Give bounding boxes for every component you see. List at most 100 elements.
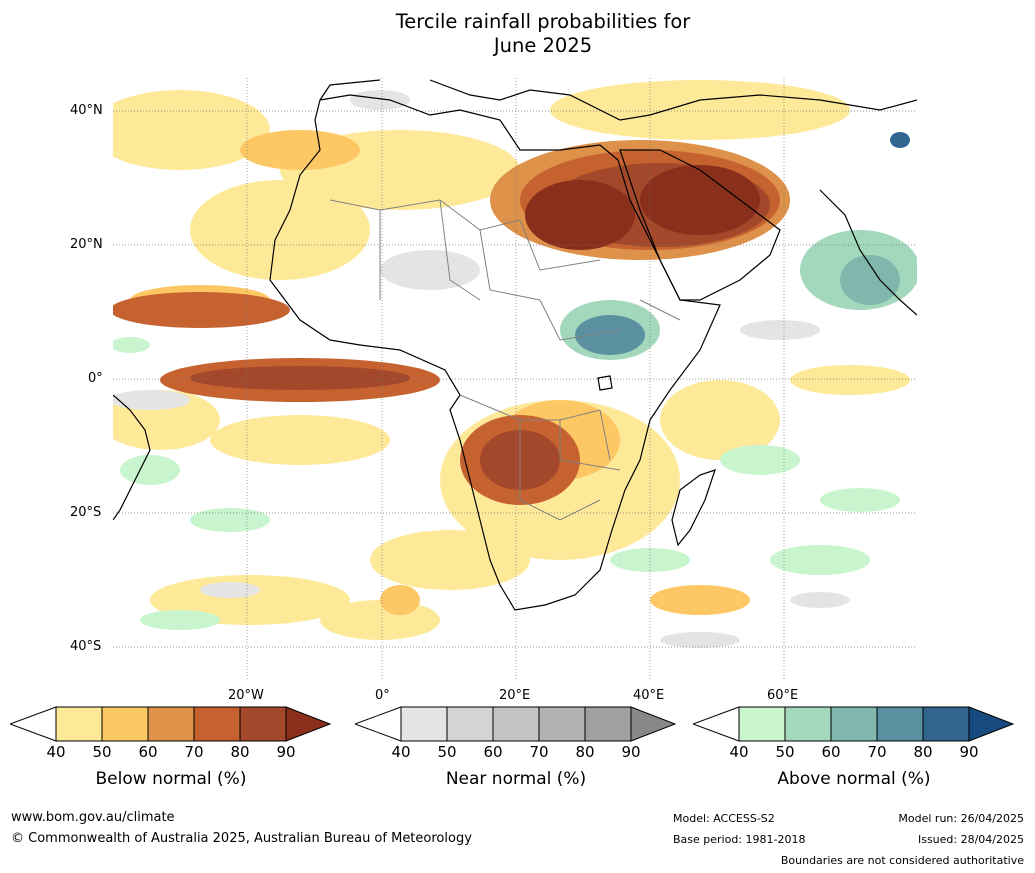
footer-url: www.bom.gov.au/climate	[11, 810, 175, 825]
lat-label-20n: 20°N	[70, 237, 103, 252]
near-colorbar-swatch	[446, 706, 494, 742]
colorbar-below-title: Below normal (%)	[95, 769, 247, 789]
below-80-area	[190, 366, 410, 390]
colorbar-above-ticks: 40 50 60 70 80 90	[693, 744, 1015, 764]
near-colorbar-high-extend	[630, 706, 677, 742]
above-40-area	[610, 548, 690, 572]
below-colorbar-swatch	[101, 706, 149, 742]
colorbar-above	[693, 705, 1015, 743]
footer-boundaries: Boundaries are not considered authoritat…	[780, 854, 1024, 867]
tick-label: 60	[138, 743, 158, 761]
lat-label-40s: 40°S	[70, 639, 102, 654]
above-40-area	[140, 610, 220, 630]
colorbar-below	[10, 705, 332, 743]
near-colorbar-swatch	[492, 706, 540, 742]
footer-copyright: © Commonwealth of Australia 2025, Austra…	[11, 831, 472, 846]
below-50-area	[240, 130, 360, 170]
below-colorbar-swatch	[193, 706, 241, 742]
africa-coastline	[269, 94, 721, 611]
above-colorbar-swatch	[738, 706, 786, 742]
below-colorbar-low-extend	[10, 706, 57, 742]
tick-label: 90	[621, 743, 641, 761]
tick-label: 70	[867, 743, 887, 761]
below-colorbar-swatch	[147, 706, 195, 742]
above-40-area	[120, 455, 180, 485]
tick-label: 40	[729, 743, 749, 761]
tick-label: 50	[775, 743, 795, 761]
tick-label: 50	[437, 743, 457, 761]
above-40-area	[820, 488, 900, 512]
tick-label: 60	[821, 743, 841, 761]
above-colorbar-swatch	[830, 706, 878, 742]
tick-label: 70	[184, 743, 204, 761]
south-america-coastline	[113, 394, 151, 521]
below-50-area	[380, 585, 420, 615]
madagascar-coastline	[671, 469, 716, 547]
lon-label-20w: 20°W	[228, 688, 264, 703]
colorbar-near-ticks: 40 50 60 70 80 90	[355, 744, 677, 764]
below-colorbar-high-extend	[285, 706, 332, 742]
india-coastline	[819, 189, 917, 316]
above-40-area	[190, 508, 270, 532]
below-90-area	[640, 165, 760, 235]
near-colorbar-low-extend	[355, 706, 402, 742]
lake-victoria	[597, 375, 613, 391]
lat-label-40n: 40°N	[70, 103, 103, 118]
probability-shading	[113, 80, 917, 648]
above-70-area	[575, 315, 645, 355]
tick-label: 40	[391, 743, 411, 761]
colorbar-near-title: Near normal (%)	[445, 769, 587, 789]
above-colorbar-swatch	[876, 706, 924, 742]
map-title: Tercile rainfall probabilities for June …	[0, 10, 1035, 58]
tick-label: 80	[230, 743, 250, 761]
tick-label: 60	[483, 743, 503, 761]
above-colorbar-swatch	[784, 706, 832, 742]
lon-label-40e: 40°E	[633, 688, 665, 703]
below-colorbar-swatch	[239, 706, 287, 742]
near-40-area	[740, 320, 820, 340]
below-colorbar-swatch	[55, 706, 103, 742]
footer-model: Model: ACCESS-S2	[673, 812, 775, 825]
above-40-area	[770, 545, 870, 575]
title-line-1: Tercile rainfall probabilities for	[395, 10, 691, 33]
near-40-area	[660, 632, 740, 648]
country-borders	[329, 199, 681, 521]
above-40-area	[113, 337, 150, 353]
lon-label-60e: 60°E	[767, 688, 799, 703]
above-colorbar-swatch	[922, 706, 970, 742]
below-40-area	[370, 530, 530, 590]
colorbar-above-title: Above normal (%)	[777, 769, 931, 789]
below-90-area	[525, 180, 635, 250]
arabia-coastline	[619, 149, 781, 301]
above-60-area	[840, 255, 900, 305]
footer-issued: Issued: 28/04/2025	[917, 833, 1024, 846]
near-40-area	[200, 582, 260, 598]
near-40-area	[380, 250, 480, 290]
lat-label-20s: 20°S	[70, 505, 102, 520]
lat-label-eq: 0°	[88, 371, 103, 386]
colorbar-near	[355, 705, 677, 743]
footer-model-run: Model run: 26/04/2025	[898, 812, 1024, 825]
below-70-area	[113, 292, 290, 328]
above-colorbar-high-extend	[968, 706, 1015, 742]
title-line-2: June 2025	[493, 34, 593, 57]
above-40-area	[720, 445, 800, 475]
europe-coastline	[319, 79, 917, 121]
tick-label: 90	[959, 743, 979, 761]
near-40-area	[790, 592, 850, 608]
near-40-area	[113, 390, 190, 410]
near-40-area	[350, 90, 410, 110]
tick-label: 80	[913, 743, 933, 761]
lon-label-20e: 20°E	[499, 688, 531, 703]
below-40-area	[320, 600, 440, 640]
near-colorbar-swatch	[538, 706, 586, 742]
colorbar-below-ticks: 40 50 60 70 80 90	[10, 744, 332, 764]
below-40-area	[790, 365, 910, 395]
tick-label: 50	[92, 743, 112, 761]
below-40-area	[113, 90, 270, 170]
tick-label: 90	[276, 743, 296, 761]
above-colorbar-low-extend	[693, 706, 740, 742]
below-40-area	[210, 415, 390, 465]
above-80-area	[890, 132, 910, 148]
